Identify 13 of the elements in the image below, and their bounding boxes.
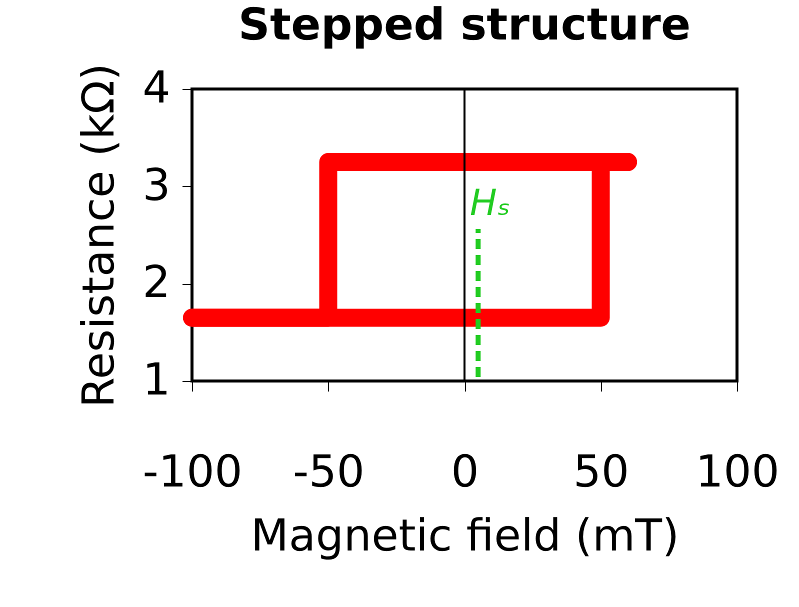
y-tick-label: 2 [142, 257, 170, 308]
x-tick-label: 50 [573, 446, 630, 498]
y-tick-label: 1 [142, 354, 170, 406]
ref-line-label: Hₛ [470, 183, 510, 224]
y-axis-title: Resistance (kΩ) [74, 63, 125, 408]
x-tick-label: -100 [142, 446, 242, 498]
x-tick-label: 100 [696, 446, 780, 498]
x-tick-label: 0 [451, 446, 479, 498]
chart-title: Stepped structure [238, 0, 691, 51]
x-axis-title: Magnetic field (mT) [250, 510, 680, 562]
x-tick-label: -50 [292, 446, 365, 498]
y-tick-label: 3 [142, 160, 170, 211]
y-tick-label: 4 [142, 62, 170, 114]
